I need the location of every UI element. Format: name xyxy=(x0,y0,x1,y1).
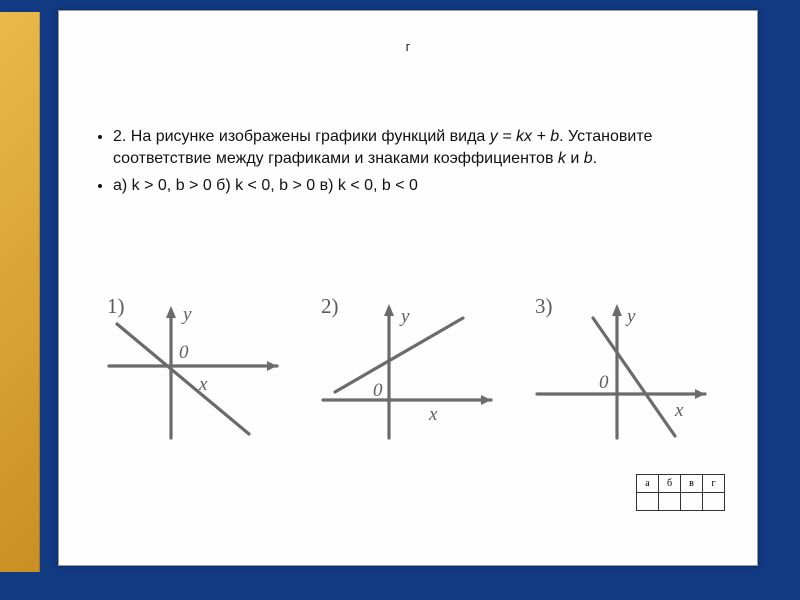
answer-cell[interactable] xyxy=(703,493,725,511)
y-arrow-icon xyxy=(166,306,176,318)
bullet-2: а) k > 0, b > 0 б) k < 0, b > 0 в) k < 0… xyxy=(113,175,717,197)
answer-cell[interactable] xyxy=(659,493,681,511)
header-cell: г xyxy=(703,475,725,493)
side-ribbon xyxy=(0,12,40,572)
graph-1-x-label: x xyxy=(198,374,208,395)
slide-card: г 2. На рисунке изображены графики функц… xyxy=(58,10,758,566)
graph-2-y-label: y xyxy=(399,306,410,327)
graph-1-line xyxy=(117,324,249,434)
graph-3-x-label: x xyxy=(674,400,684,421)
graph-1-origin: 0 xyxy=(179,342,189,363)
y-arrow-icon xyxy=(612,304,622,316)
header-cell: в xyxy=(681,475,703,493)
graph-2-line xyxy=(335,318,463,392)
answer-cell[interactable] xyxy=(637,493,659,511)
answer-cell[interactable] xyxy=(681,493,703,511)
graph-2: 2) y 0 x xyxy=(313,300,503,445)
header-cell: б xyxy=(659,475,681,493)
x-arrow-icon xyxy=(481,395,491,405)
x-arrow-icon xyxy=(695,389,705,399)
problem-text: 2. На рисунке изображены графики функций… xyxy=(99,126,717,203)
graph-2-x-label: x xyxy=(428,404,438,425)
graph-3-origin: 0 xyxy=(599,372,609,393)
graph-3: 3) y 0 x xyxy=(527,300,717,445)
header-cell: а xyxy=(637,475,659,493)
graph-2-origin: 0 xyxy=(373,380,383,401)
x-arrow-icon xyxy=(267,361,277,371)
table-row xyxy=(637,493,725,511)
graph-1-y-label: y xyxy=(181,304,192,325)
table-row: а б в г xyxy=(637,475,725,493)
y-arrow-icon xyxy=(384,304,394,316)
answer-table: а б в г xyxy=(636,474,725,511)
graph-3-y-label: y xyxy=(625,306,636,327)
graphs-row: 1) y 0 x 2) y 0 x xyxy=(99,300,717,445)
graph-1: 1) y 0 x xyxy=(99,300,289,445)
slide-title-letter: г xyxy=(406,39,411,54)
bullet-1: 2. На рисунке изображены графики функций… xyxy=(113,126,717,169)
